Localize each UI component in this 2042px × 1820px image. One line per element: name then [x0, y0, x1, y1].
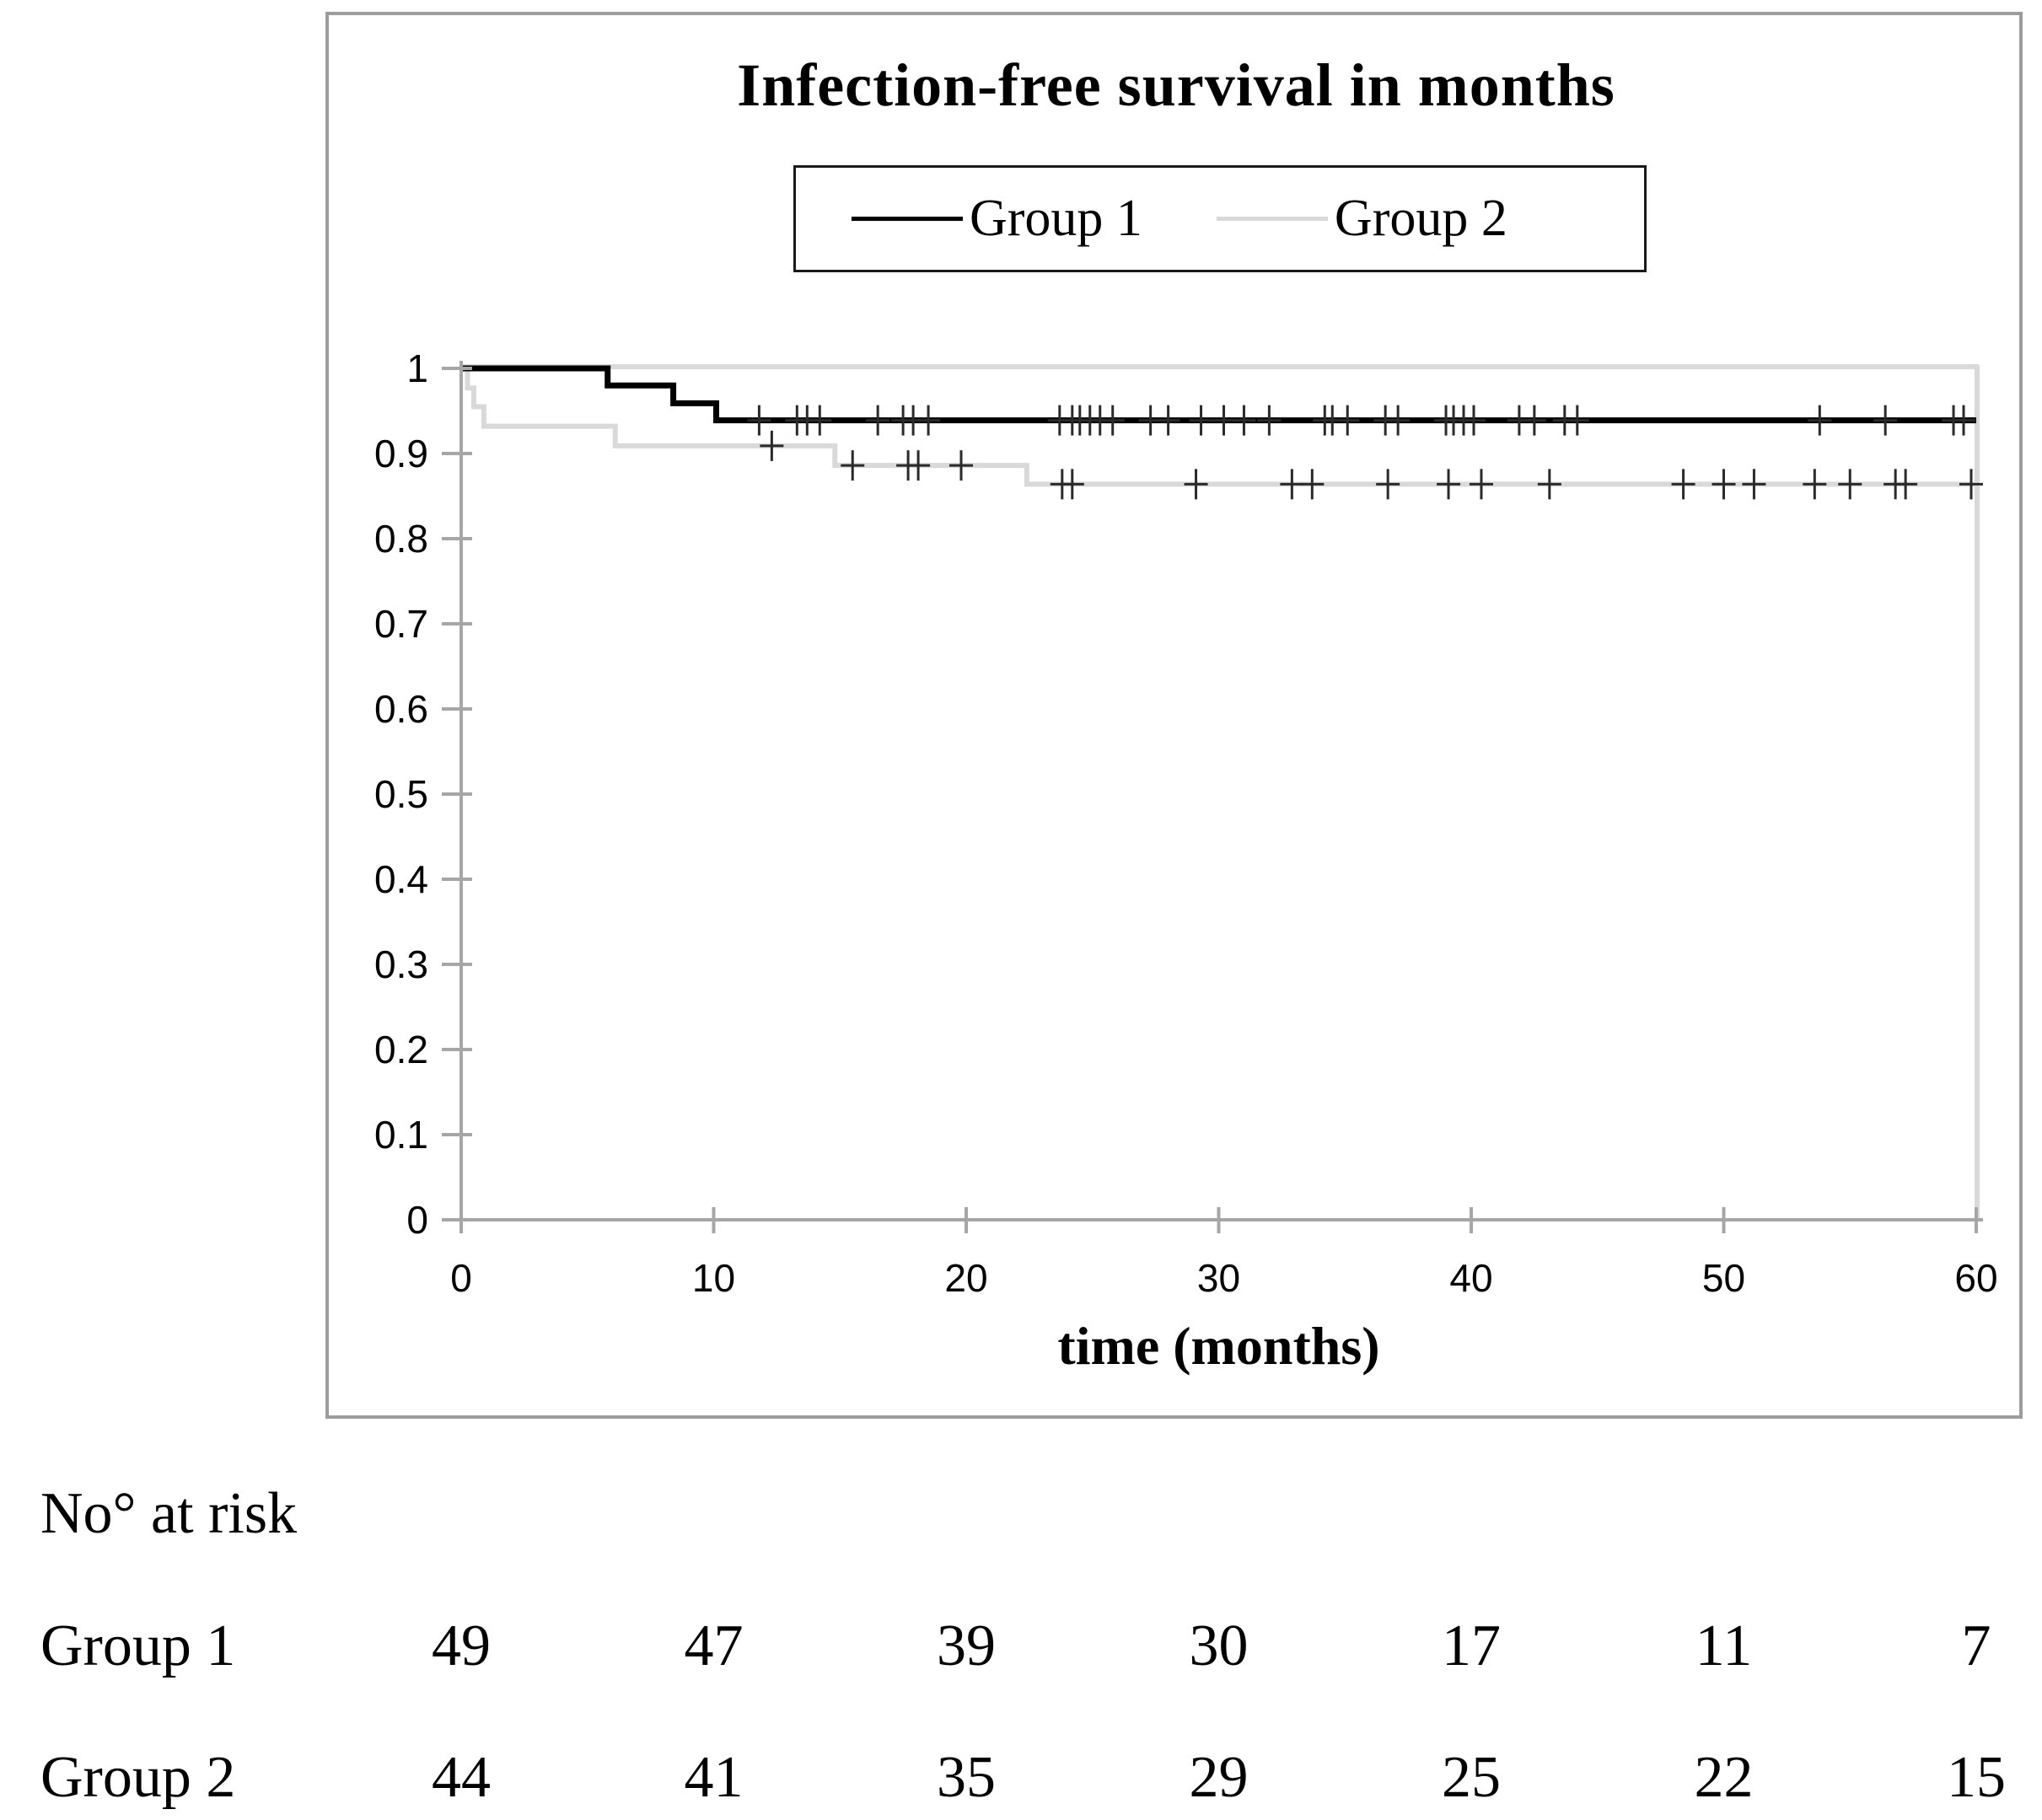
legend-box: Group 1 Group 2	[793, 165, 1647, 272]
y-tick-label-0.9: 0.9	[374, 432, 428, 475]
group-1-line-swatch	[852, 217, 963, 221]
y-tick-label-0.7: 0.7	[374, 602, 428, 646]
legend-label-group-2: Group 2	[1334, 190, 1507, 247]
legend-item-group-2: Group 2	[1216, 189, 1507, 249]
x-tick-label-10: 10	[691, 1256, 736, 1300]
risk-value-group-1-t60: 7	[1961, 1613, 1991, 1678]
chart-title: Infection-free survival in months	[737, 51, 1615, 119]
risk-row-label-group-2: Group 2	[40, 1745, 236, 1810]
y-tick-label-0.4: 0.4	[374, 857, 428, 901]
risk-row-label-group-1: Group 1	[40, 1613, 236, 1678]
legend-item-group-1: Group 1	[852, 189, 1142, 249]
group-1-curve	[461, 365, 1976, 424]
risk-value-group-2-t30: 29	[1189, 1745, 1249, 1810]
y-tick-label-0.5: 0.5	[374, 772, 428, 816]
group-2-curve	[461, 366, 1976, 487]
risk-table-heading: No° at risk	[40, 1481, 298, 1546]
risk-value-group-1-t30: 30	[1189, 1613, 1249, 1678]
y-tick-label-0: 0	[406, 1198, 428, 1242]
x-tick-label-40: 40	[1449, 1256, 1493, 1300]
risk-value-group-2-t10: 41	[684, 1745, 744, 1810]
y-tick-label-0.8: 0.8	[374, 517, 428, 561]
y-tick-label-0.6: 0.6	[374, 687, 428, 731]
x-tick-label-0: 0	[450, 1256, 472, 1300]
legend-label-group-1: Group 1	[970, 190, 1142, 247]
risk-value-group-2-t60: 15	[1947, 1745, 2006, 1810]
x-tick-label-50: 50	[1701, 1256, 1746, 1300]
group-2-line-swatch	[1216, 217, 1328, 221]
y-tick-label-1: 1	[406, 346, 428, 390]
risk-value-group-2-t0: 44	[432, 1745, 491, 1810]
risk-value-group-1-t50: 11	[1695, 1613, 1753, 1678]
x-tick-label-60: 60	[1954, 1256, 1998, 1300]
y-tick-label-0.3: 0.3	[374, 942, 428, 986]
x-tick-label-30: 30	[1196, 1256, 1241, 1300]
risk-value-group-1-t20: 39	[937, 1613, 996, 1678]
risk-value-group-1-t10: 47	[684, 1613, 744, 1678]
risk-value-group-2-t20: 35	[937, 1745, 996, 1810]
risk-value-group-2-t50: 22	[1694, 1745, 1754, 1810]
x-axis-title: time (months)	[1057, 1316, 1380, 1376]
x-tick-label-20: 20	[944, 1256, 988, 1300]
risk-value-group-1-t40: 17	[1442, 1613, 1501, 1678]
y-tick-label-0.2: 0.2	[374, 1028, 428, 1071]
risk-value-group-1-t0: 49	[432, 1613, 491, 1678]
y-tick-label-0.1: 0.1	[374, 1113, 428, 1157]
risk-value-group-2-t40: 25	[1442, 1745, 1501, 1810]
